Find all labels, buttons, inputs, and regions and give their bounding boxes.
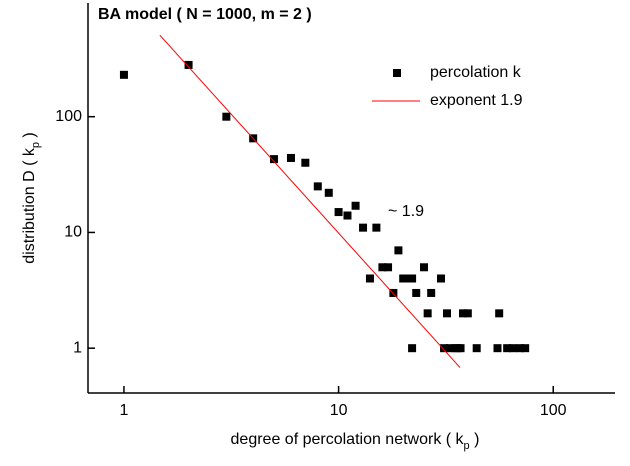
- y-label-end: ): [21, 132, 38, 142]
- point: [515, 344, 524, 353]
- point: [443, 309, 452, 318]
- x-label-text: degree of percolation network ( k: [231, 431, 465, 448]
- point: [378, 263, 387, 272]
- x-axis-label: degree of percolation network ( kp ): [231, 431, 480, 452]
- point: [436, 274, 445, 283]
- y-tick-label: 10: [64, 224, 82, 241]
- y-tick-label: 1: [73, 339, 82, 356]
- x-tick-label: 1: [119, 402, 128, 419]
- point: [222, 112, 231, 121]
- point: [445, 344, 454, 353]
- point: [301, 158, 310, 167]
- point: [343, 211, 352, 220]
- point: [269, 155, 278, 164]
- point: [408, 344, 417, 353]
- point: [399, 274, 408, 283]
- annotation: ~ 1.9: [388, 203, 424, 220]
- x-label-sub: p: [464, 440, 470, 452]
- point: [427, 288, 436, 297]
- chart-title: BA model ( N = 1000, m = 2 ): [98, 6, 312, 23]
- point: [403, 274, 412, 283]
- point: [509, 344, 518, 353]
- point: [493, 344, 502, 353]
- point: [503, 344, 512, 353]
- point: [412, 288, 421, 297]
- point: [521, 344, 530, 353]
- fit-line: [159, 34, 461, 368]
- point: [394, 246, 403, 255]
- point: [459, 309, 468, 318]
- point: [359, 223, 368, 232]
- point: [351, 201, 360, 210]
- point: [495, 309, 504, 318]
- point: [286, 153, 295, 162]
- point: [334, 208, 343, 217]
- point: [463, 309, 472, 318]
- point: [456, 344, 465, 353]
- point: [389, 288, 398, 297]
- x-tick-label: 100: [540, 402, 567, 419]
- point: [184, 60, 193, 69]
- legend-label: exponent 1.9: [430, 92, 523, 109]
- point: [384, 263, 393, 272]
- point: [313, 182, 322, 191]
- x-label-end: ): [470, 431, 480, 448]
- point: [420, 263, 429, 272]
- point: [408, 274, 417, 283]
- point: [324, 188, 333, 197]
- point: [365, 274, 374, 283]
- point: [119, 70, 128, 79]
- legend-label: percolation k: [430, 64, 522, 81]
- point: [423, 309, 432, 318]
- y-axis-label: distribution D ( kp ): [21, 132, 42, 264]
- y-tick-label: 100: [55, 108, 82, 125]
- y-label-sub: p: [30, 142, 42, 148]
- x-tick-label: 10: [330, 402, 348, 419]
- point: [372, 223, 381, 232]
- point: [472, 344, 481, 353]
- legend-marker: [393, 69, 401, 77]
- y-label-text: distribution D ( k: [21, 147, 38, 264]
- point: [440, 344, 449, 353]
